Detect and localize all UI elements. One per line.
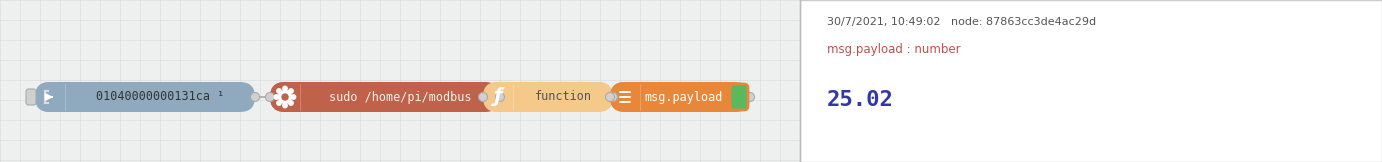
Circle shape — [250, 93, 260, 102]
Circle shape — [265, 93, 275, 102]
Circle shape — [289, 89, 293, 93]
Circle shape — [478, 93, 488, 102]
Text: 01040000000131ca ¹: 01040000000131ca ¹ — [95, 91, 224, 104]
FancyBboxPatch shape — [609, 82, 655, 112]
Circle shape — [282, 94, 287, 100]
Circle shape — [496, 93, 504, 102]
Text: sudo /home/pi/modbus: sudo /home/pi/modbus — [329, 91, 471, 104]
Circle shape — [608, 93, 618, 102]
Circle shape — [276, 101, 281, 105]
FancyBboxPatch shape — [269, 82, 500, 112]
Text: function: function — [535, 91, 591, 104]
Text: msg.payload: msg.payload — [645, 91, 723, 104]
Circle shape — [292, 95, 296, 99]
Text: ƒ: ƒ — [493, 87, 502, 106]
FancyBboxPatch shape — [35, 82, 80, 112]
FancyBboxPatch shape — [269, 82, 315, 112]
Circle shape — [289, 101, 293, 105]
FancyBboxPatch shape — [482, 82, 528, 112]
Circle shape — [605, 93, 615, 102]
FancyBboxPatch shape — [35, 82, 256, 112]
Circle shape — [274, 95, 279, 99]
FancyBboxPatch shape — [482, 82, 614, 112]
Text: 25.02: 25.02 — [826, 90, 894, 110]
FancyBboxPatch shape — [730, 84, 748, 110]
FancyBboxPatch shape — [609, 82, 750, 112]
Circle shape — [745, 93, 755, 102]
Circle shape — [276, 89, 281, 93]
Circle shape — [283, 86, 287, 91]
Text: 30/7/2021, 10:49:02   node: 87863cc3de4ac29d: 30/7/2021, 10:49:02 node: 87863cc3de4ac2… — [826, 17, 1096, 27]
Circle shape — [279, 91, 292, 104]
Text: msg.payload : number: msg.payload : number — [826, 44, 960, 57]
FancyBboxPatch shape — [800, 0, 1382, 162]
FancyBboxPatch shape — [26, 89, 36, 105]
Circle shape — [283, 103, 287, 108]
